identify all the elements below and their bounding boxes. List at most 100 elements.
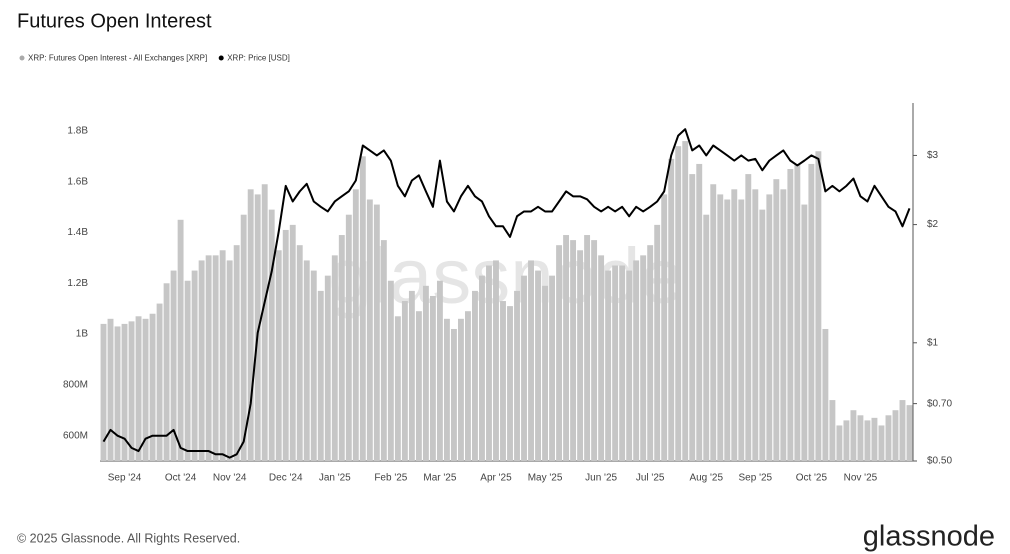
- bar: [114, 326, 121, 461]
- bar: [689, 174, 696, 461]
- bar: [401, 301, 408, 461]
- bar: [429, 295, 436, 461]
- bar: [198, 260, 205, 461]
- x-tick-label: Sep '25: [739, 473, 773, 484]
- bar: [149, 313, 156, 461]
- x-tick-label: Jan '25: [319, 473, 351, 484]
- bar: [156, 303, 163, 461]
- bar: [205, 255, 212, 461]
- legend-label: XRP: Futures Open Interest - All Exchang…: [28, 54, 207, 63]
- bar: [906, 405, 913, 461]
- bar: [408, 290, 415, 461]
- bar: [493, 260, 499, 461]
- bar: [233, 245, 240, 461]
- bar: [703, 214, 710, 461]
- bar: [191, 270, 198, 461]
- y-tick-label: 600M: [63, 430, 88, 441]
- bar: [486, 265, 492, 461]
- bar: [738, 199, 745, 461]
- bar: [584, 235, 591, 461]
- y-tick-label: 1B: [76, 329, 89, 340]
- bar: [864, 420, 871, 461]
- bar: [212, 255, 219, 461]
- bar: [626, 270, 633, 461]
- bar: [472, 290, 478, 461]
- bar: [247, 189, 254, 462]
- bar: [282, 229, 289, 461]
- x-tick-label: Oct '25: [796, 473, 828, 484]
- bar: [317, 290, 324, 461]
- bar: [163, 283, 170, 461]
- bar: [850, 410, 857, 461]
- bar: [394, 316, 401, 461]
- bar: [815, 151, 822, 461]
- chart-title: Futures Open Interest: [17, 10, 212, 32]
- bar: [170, 270, 177, 461]
- bar: [892, 410, 899, 461]
- y2-tick-label: $0.70: [927, 398, 952, 409]
- bar: [380, 240, 387, 461]
- bar: [612, 265, 619, 461]
- bar: [535, 270, 541, 461]
- bar: [507, 306, 513, 461]
- x-tick-label: Dec '24: [269, 473, 303, 484]
- x-tick-label: Aug '25: [689, 473, 723, 484]
- x-tick-label: May '25: [528, 473, 563, 484]
- bar: [885, 415, 892, 461]
- bar: [759, 209, 766, 461]
- x-tick-label: Nov '24: [213, 473, 247, 484]
- bar: [458, 318, 464, 461]
- bar: [773, 179, 780, 461]
- bar: [857, 415, 864, 461]
- brand-logo: glassnode: [863, 521, 995, 553]
- bar: [766, 194, 773, 462]
- bar: [794, 163, 801, 462]
- bar: [107, 318, 114, 461]
- copyright: © 2025 Glassnode. All Rights Reserved.: [17, 531, 240, 545]
- bar: [682, 141, 689, 461]
- bar: [366, 199, 373, 461]
- bar: [422, 285, 429, 461]
- bar: [577, 250, 584, 461]
- bar: [787, 169, 794, 461]
- bar: [142, 318, 149, 461]
- bar: [605, 270, 612, 461]
- bar: [100, 323, 107, 461]
- bar: [373, 204, 380, 461]
- bar: [128, 321, 135, 461]
- bar: [843, 420, 850, 461]
- bar: [521, 275, 527, 461]
- bar: [780, 189, 787, 462]
- bar: [324, 275, 331, 461]
- bar: [668, 158, 675, 461]
- x-tick-label: Nov '25: [844, 473, 878, 484]
- bar: [275, 250, 282, 461]
- price-line: [102, 128, 911, 459]
- bar: [801, 204, 808, 461]
- bar: [899, 400, 906, 461]
- bar: [542, 285, 548, 461]
- bar: [352, 189, 359, 462]
- legend-label: XRP: Price [USD]: [227, 54, 290, 63]
- y-tick-label: 800M: [63, 379, 88, 390]
- bar: [415, 311, 422, 461]
- bar: [696, 163, 703, 462]
- bar: [443, 318, 450, 461]
- x-tick-label: Apr '25: [480, 473, 512, 484]
- y-tick-label: 1.6B: [67, 176, 88, 187]
- x-tick-label: Sep '24: [108, 473, 142, 484]
- bar: [310, 270, 317, 461]
- x-tick-label: Oct '24: [165, 473, 197, 484]
- bar: [661, 194, 668, 462]
- bar: [549, 275, 555, 461]
- bar: [836, 425, 843, 461]
- bar: [556, 245, 563, 461]
- bar: [514, 290, 520, 461]
- bar: [710, 184, 717, 461]
- bar: [465, 311, 471, 461]
- bar: [724, 199, 731, 461]
- x-tick-label: Jul '25: [636, 473, 665, 484]
- bar: [745, 174, 752, 461]
- bar: [338, 235, 345, 461]
